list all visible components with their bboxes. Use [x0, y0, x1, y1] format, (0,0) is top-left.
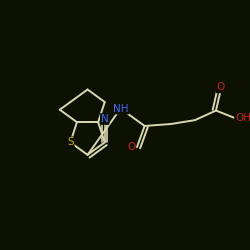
Text: O: O [217, 82, 225, 92]
Text: OH: OH [235, 113, 250, 123]
Text: N: N [101, 114, 108, 124]
Text: NH: NH [113, 104, 128, 114]
Text: S: S [67, 137, 74, 147]
Text: O: O [127, 142, 135, 152]
